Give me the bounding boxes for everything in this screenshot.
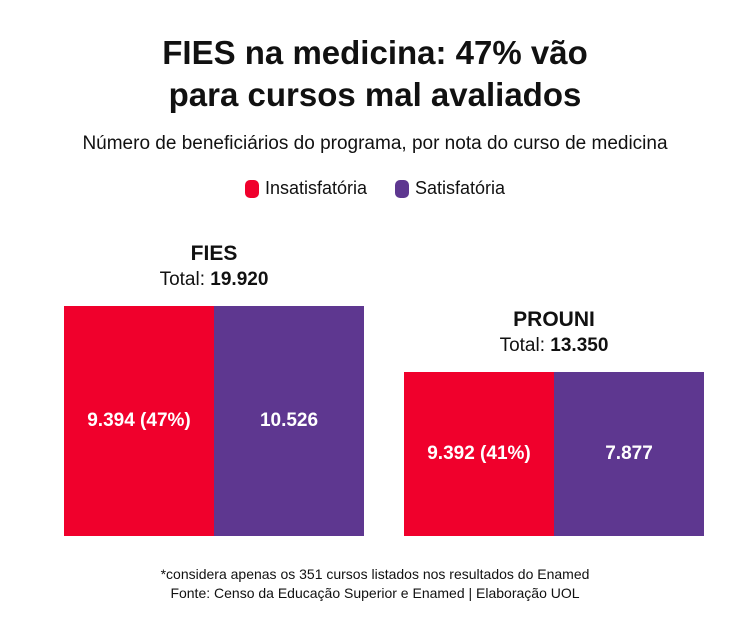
- legend: Insatisfatória Satisfatória: [0, 178, 750, 199]
- group-label-prouni: PROUNI Total: 13.350: [404, 308, 704, 357]
- chart-title: FIES na medicina: 47% vão para cursos ma…: [162, 34, 588, 113]
- data-label: 9.392 (41%): [427, 442, 531, 464]
- legend-item-insatisfatoria: Insatisfatória: [244, 178, 367, 199]
- bar-fies-insatisfatória: 9.394 (47%): [64, 306, 214, 536]
- legend-label: Insatisfatória: [264, 178, 367, 198]
- data-label: 10.526: [259, 410, 319, 431]
- source: Fonte: Censo da Educação Superior e Enam…: [170, 585, 580, 601]
- group-total: Total: 19.920: [159, 269, 269, 290]
- chart-subtitle: Número de beneficiários do programa, por…: [82, 133, 668, 154]
- legend-label: Satisfatória: [415, 178, 506, 198]
- legend-item-satisfatoria: Satisfatória: [395, 178, 505, 199]
- group-name: PROUNI: [513, 307, 595, 331]
- legend-swatch: [244, 179, 259, 198]
- bar-fies-satisfatória: 10.526: [214, 306, 364, 536]
- bar-prouni-satisfatória: 7.877: [554, 371, 704, 536]
- group-total: Total: 13.350: [499, 334, 609, 356]
- data-label: 7.877: [605, 442, 653, 464]
- legend-swatch: [395, 179, 409, 198]
- group-name: FIES: [190, 242, 238, 265]
- footnote: *considera apenas os 351 cursos listados…: [160, 566, 590, 582]
- group-label-fies: FIES Total: 19.920: [64, 242, 364, 291]
- data-label: 9.394 (47%): [87, 410, 191, 431]
- bar-prouni-insatisfatória: 9.392 (41%): [404, 371, 554, 536]
